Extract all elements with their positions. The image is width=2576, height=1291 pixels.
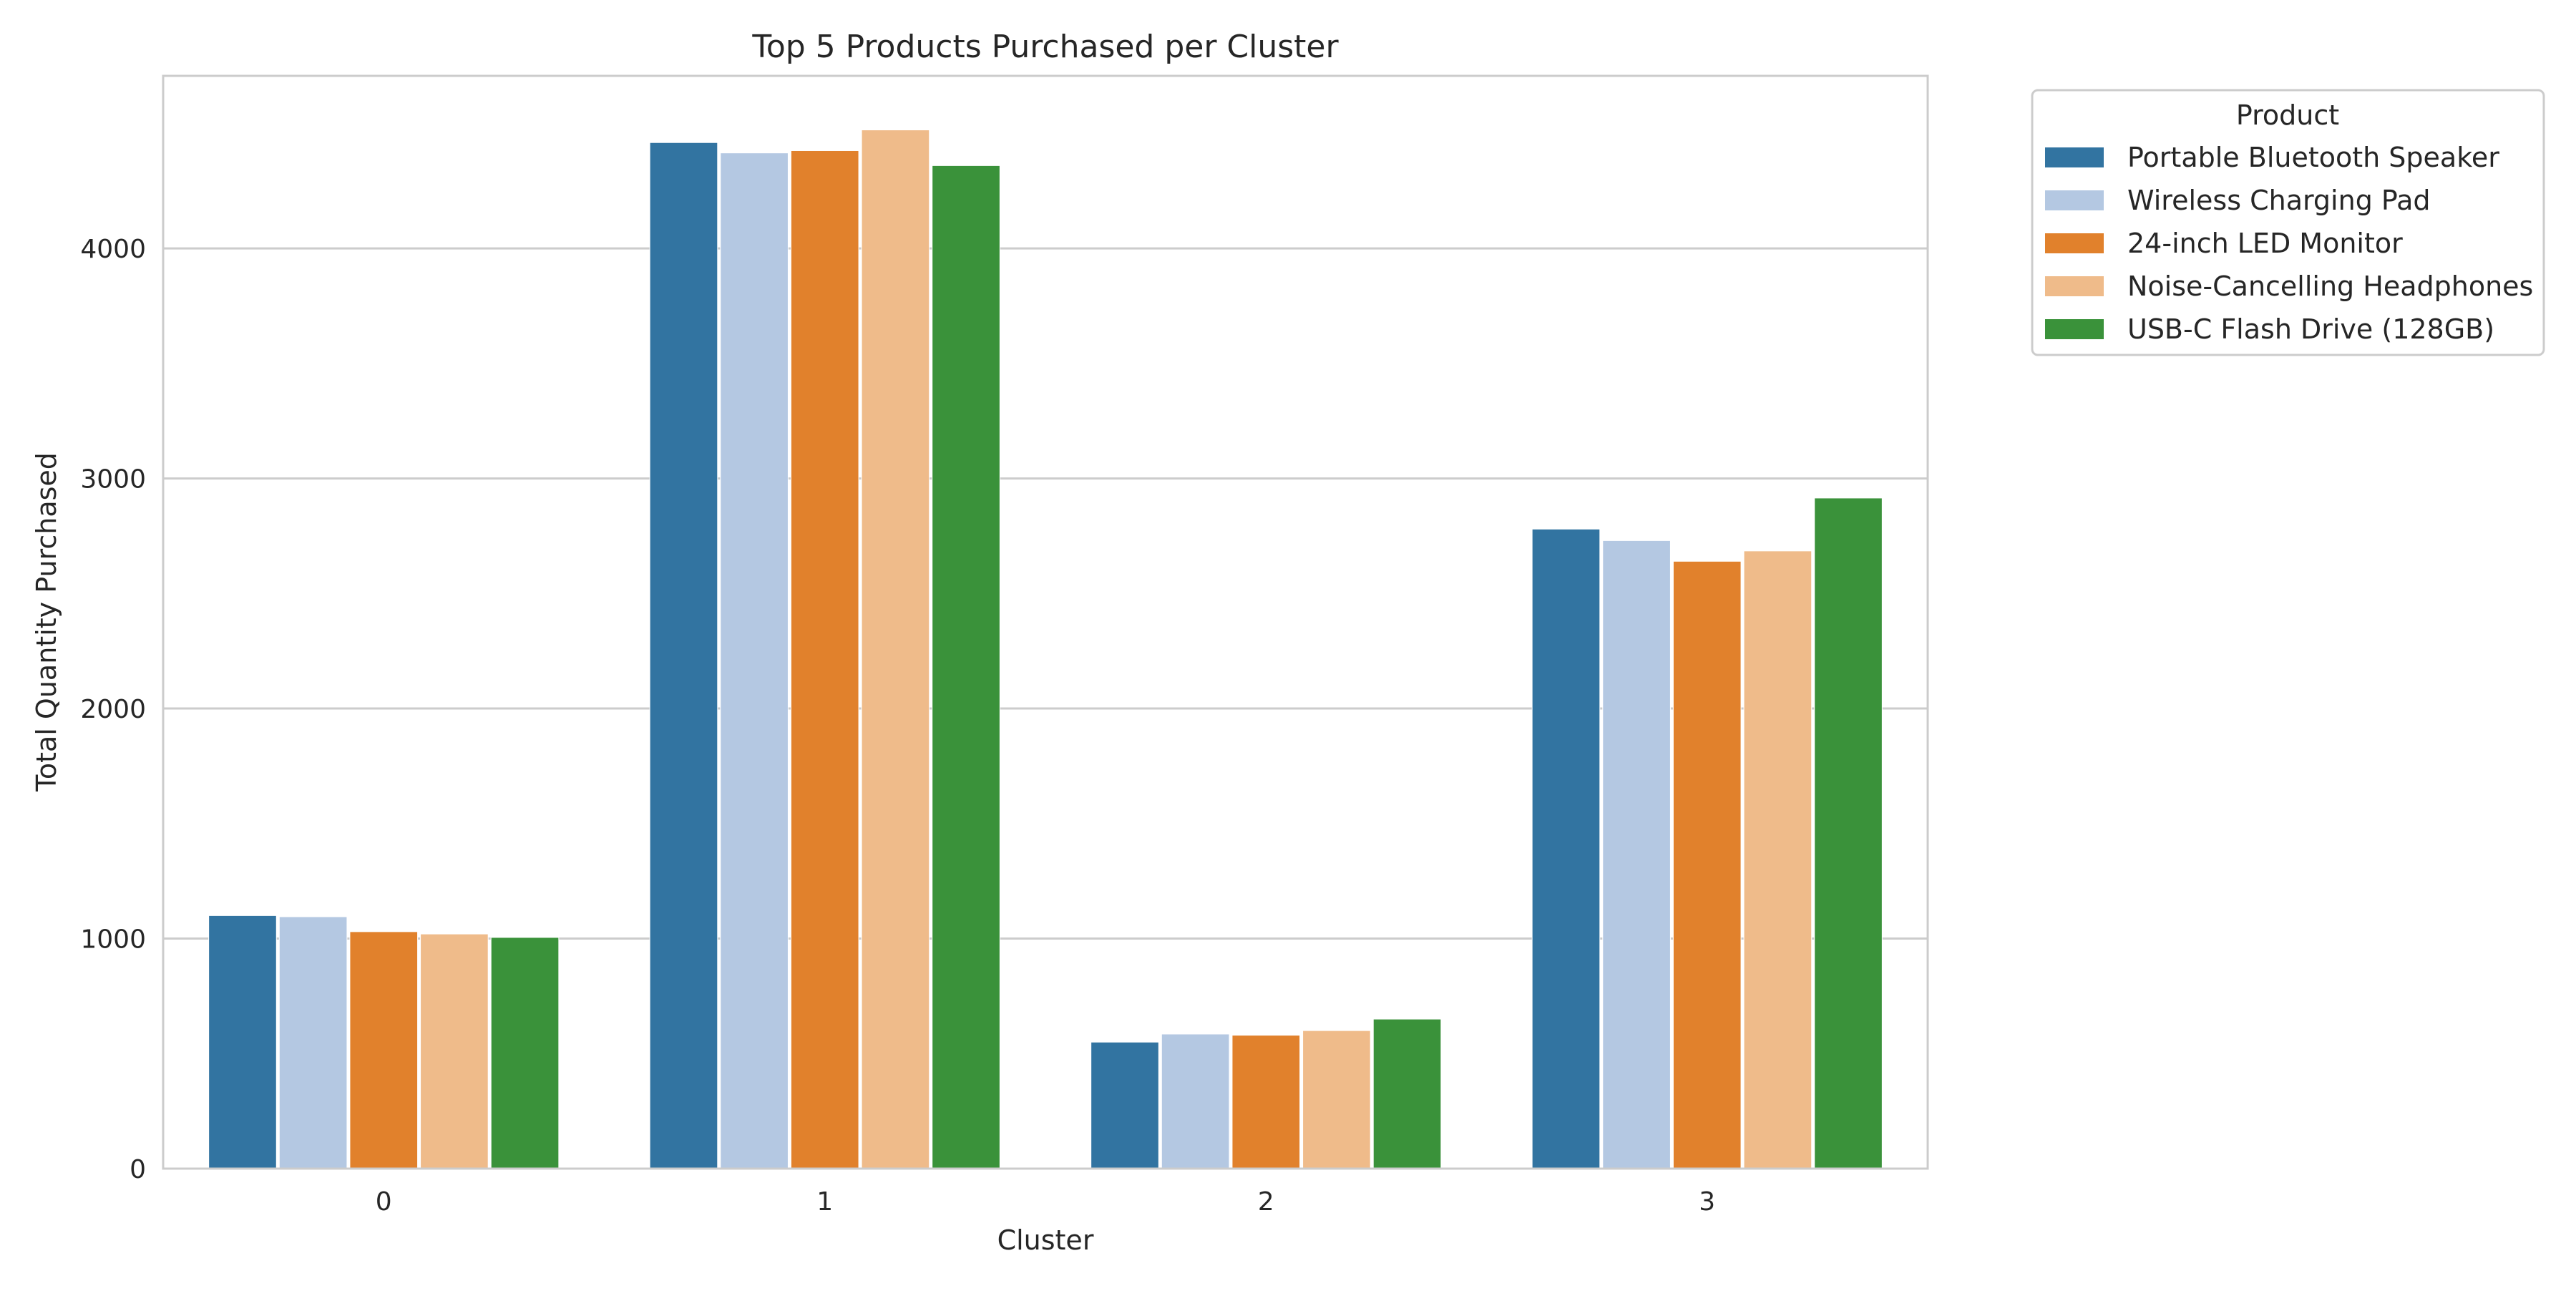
y-tick-label: 2000: [80, 695, 146, 724]
legend-label: Portable Bluetooth Speaker: [2127, 142, 2499, 173]
bar: [208, 915, 277, 1169]
bar: [1814, 497, 1883, 1169]
legend-label: Wireless Charging Pad: [2127, 185, 2431, 216]
legend-title: Product: [2236, 99, 2339, 131]
legend-label: 24-inch LED Monitor: [2127, 228, 2403, 259]
bar: [1531, 528, 1601, 1169]
bar: [1161, 1033, 1230, 1169]
bar: [932, 165, 1000, 1169]
legend-swatch: [2045, 319, 2104, 339]
x-tick-label: 0: [376, 1187, 392, 1217]
y-tick-label: 3000: [80, 465, 146, 495]
bar: [1602, 540, 1671, 1169]
bar: [1302, 1030, 1371, 1169]
x-tick-label: 2: [1258, 1187, 1274, 1217]
x-tick-label: 1: [816, 1187, 833, 1217]
bar: [1372, 1018, 1442, 1169]
y-tick-label: 0: [130, 1155, 146, 1184]
x-axis-label: Cluster: [997, 1224, 1094, 1256]
bar: [490, 937, 560, 1169]
bar: [420, 933, 489, 1169]
bar: [1231, 1035, 1301, 1169]
bar: [1091, 1041, 1159, 1169]
bar: [1672, 560, 1742, 1169]
legend: Product Portable Bluetooth Speaker Wirele…: [2031, 89, 2545, 356]
bar: [861, 130, 930, 1169]
bar: [349, 931, 419, 1169]
bar: [720, 152, 789, 1169]
legend-label: Noise-Cancelling Headphones: [2127, 271, 2533, 302]
plot-frame: [162, 74, 1929, 1170]
y-tick-label: 4000: [80, 235, 146, 264]
bar: [790, 150, 859, 1169]
bar: [278, 916, 348, 1169]
chart-title: Top 5 Products Purchased per Cluster: [751, 29, 1339, 65]
legend-swatch: [2045, 233, 2104, 253]
legend-swatch: [2045, 276, 2104, 296]
bar: [649, 142, 718, 1169]
legend-swatch: [2045, 190, 2104, 210]
legend-swatch: [2045, 147, 2104, 167]
x-tick-label: 3: [1699, 1187, 1715, 1217]
legend-label: USB-C Flash Drive (128GB): [2127, 313, 2494, 345]
y-tick-label: 1000: [80, 925, 146, 955]
bar: [1743, 550, 1813, 1169]
y-axis-label: Total Quantity Purchased: [31, 452, 62, 792]
legend-frame: [2031, 89, 2545, 356]
